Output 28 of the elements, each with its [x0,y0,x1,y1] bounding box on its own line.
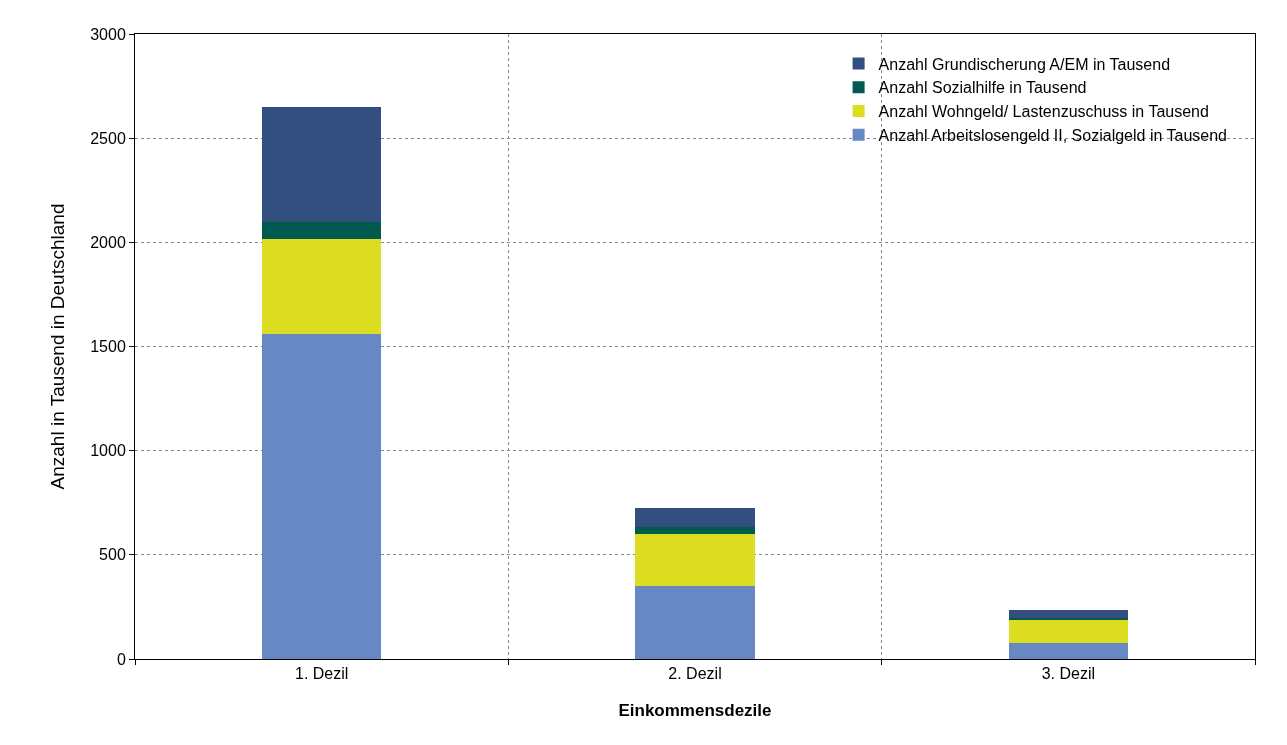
x-tick-label: 3. Dezil [1041,665,1096,683]
x-axis-title: Einkommensdezile [618,700,772,720]
x-tick-label: 1. Dezil [294,665,349,683]
bar [261,239,382,334]
bar [1008,642,1129,659]
bar [1008,610,1129,618]
bar [635,586,755,659]
legend-label: Anzahl Grundischerung A/EM in Tausend [878,55,1171,73]
bar [261,334,382,659]
bar [1008,620,1129,643]
bar [635,534,755,587]
y-tick-label: 2000 [90,233,126,251]
y-tick-label: 0 [116,650,126,668]
y-tick-label: 1000 [90,442,126,460]
bar [261,221,382,239]
y-axis-title: Anzahl in Tausend in Deutschland [47,203,69,490]
legend-label: Anzahl Sozialhilfe in Tausend [878,79,1087,97]
x-tick-label: 2. Dezil [668,665,722,683]
legend-label: Anzahl Wohngeld/ Lastenzuschuss in Tausend [878,103,1209,121]
y-tick-label: 3000 [90,25,126,43]
bar [635,507,755,527]
y-tick-label: 500 [99,546,126,564]
legend-label: Anzahl Arbeitslosengeld II, Sozialgeld in Tausend [878,127,1227,145]
y-tick-label: 2500 [90,129,126,147]
bar [1008,617,1129,621]
bar [635,526,755,534]
y-tick-label: 1500 [90,338,126,356]
bar [261,106,382,222]
